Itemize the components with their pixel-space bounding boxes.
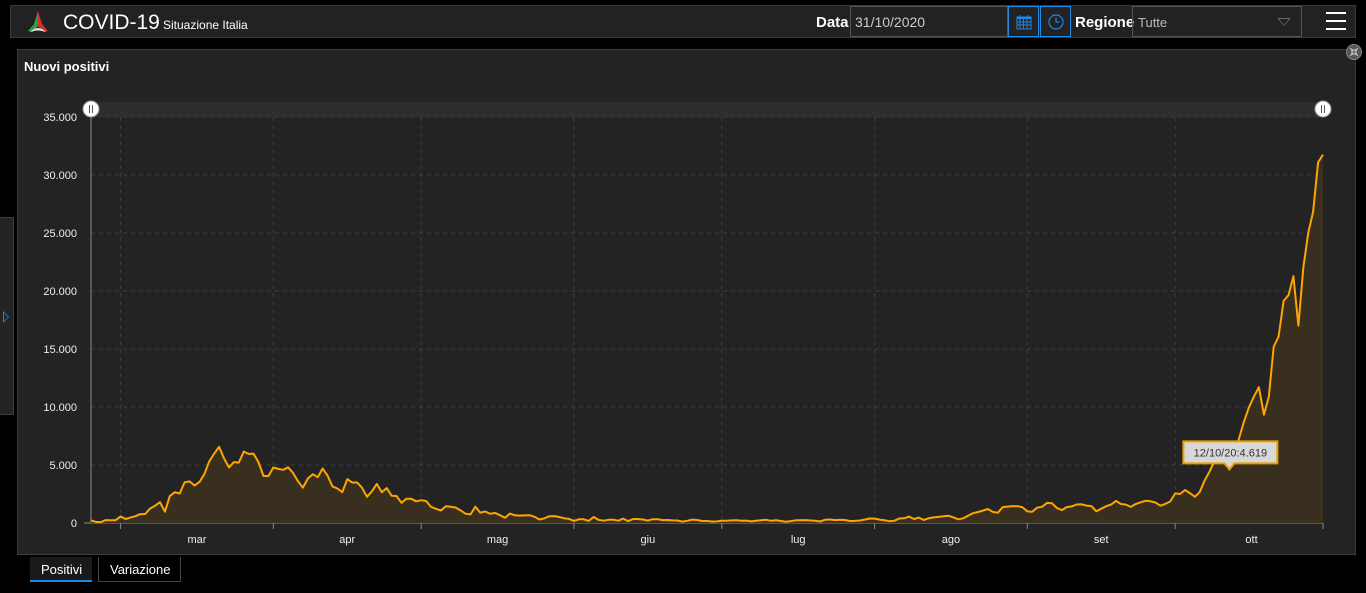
x-tick-label: ago	[942, 534, 960, 546]
region-label: Regione	[1075, 14, 1135, 31]
date-input[interactable]	[850, 6, 1008, 37]
area-fill	[91, 154, 1323, 523]
region-select[interactable]: Tutte	[1132, 6, 1302, 37]
app-logo-icon	[28, 11, 48, 32]
chevron-down-icon	[1277, 18, 1291, 26]
calendar-button[interactable]	[1008, 6, 1039, 37]
series-line	[90, 154, 1324, 524]
tab-variazione[interactable]: Variazione	[98, 557, 181, 582]
tooltip-box	[1182, 440, 1279, 471]
tooltip-text: 12/10/20:4.619	[1194, 447, 1267, 459]
tab-positivi[interactable]: Positivi	[30, 557, 92, 582]
grip-icon	[1321, 105, 1325, 113]
y-tick-label: 20.000	[43, 286, 77, 298]
calendar-icon	[1016, 14, 1031, 29]
y-tick-label: 25.000	[43, 228, 77, 240]
collapse-icon	[1349, 47, 1359, 57]
region-select-value: Tutte	[1138, 15, 1168, 30]
x-tick-label: giu	[641, 534, 656, 546]
app-header: COVID-19 Situazione Italia Data Regione …	[10, 5, 1356, 38]
grip-icon	[89, 105, 93, 113]
app-subtitle: Situazione Italia	[163, 18, 248, 32]
range-handle-right[interactable]	[1314, 100, 1332, 118]
time-button[interactable]	[1040, 6, 1071, 37]
x-tick-label: mar	[187, 534, 206, 546]
y-tick-label: 5.000	[49, 460, 77, 472]
y-tick-label: 35.000	[43, 112, 77, 124]
collapse-panel-button[interactable]	[1346, 44, 1362, 60]
range-handle-left[interactable]	[82, 100, 100, 118]
x-tick-label: set	[1094, 534, 1109, 546]
app-title: COVID-19	[63, 11, 160, 34]
x-tick-label: mag	[487, 534, 508, 546]
date-label: Data	[816, 14, 849, 31]
chevron-right-icon	[3, 311, 9, 323]
clock-icon	[1047, 13, 1064, 30]
x-tick-label: lug	[791, 534, 806, 546]
hamburger-menu-icon[interactable]	[1326, 12, 1346, 30]
y-tick-label: 30.000	[43, 170, 77, 182]
y-tick-label: 15.000	[43, 344, 77, 356]
sidebar-expand-tab[interactable]	[0, 217, 14, 415]
panel-title: Nuovi positivi	[24, 59, 110, 74]
y-tick-label: 0	[71, 518, 77, 530]
x-tick-label: ott	[1245, 534, 1257, 546]
y-tick-label: 10.000	[43, 402, 77, 414]
range-slider-track	[91, 102, 1323, 117]
x-tick-label: apr	[339, 534, 355, 546]
